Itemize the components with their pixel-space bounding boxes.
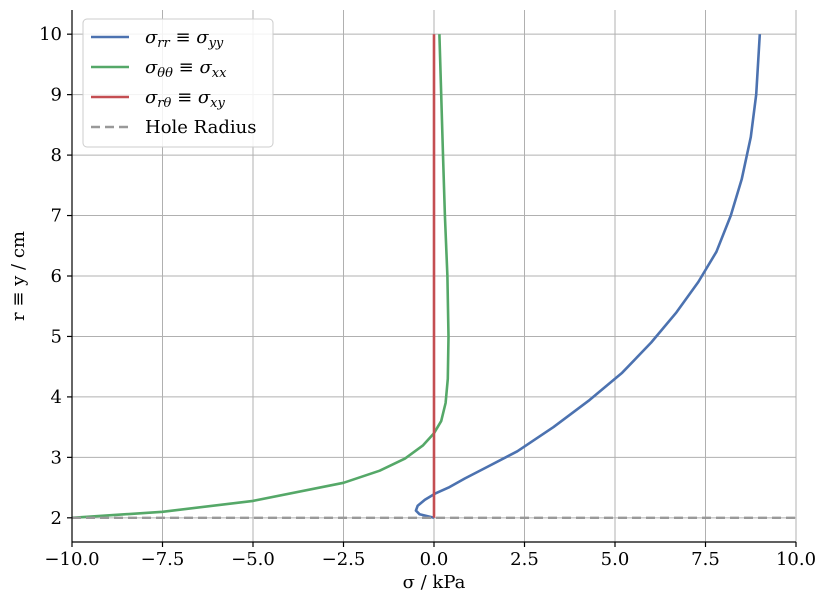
legend-label-part: ≡	[171, 87, 198, 108]
legend-label-2: σrθ ≡ σxy	[145, 87, 226, 111]
y-tick-label: 8	[51, 145, 62, 166]
series-line-0	[414, 34, 762, 520]
x-tick-label: −7.5	[141, 549, 185, 570]
axes: −10.0 −7.5 −5.0 −2.5 0.0 2.5 5.0 7.5 10.0 2 3 4 5 6 7 8…	[39, 10, 816, 570]
legend-label-part: σ	[145, 87, 158, 108]
x-tick-label: −5.0	[231, 549, 275, 570]
y-axis-label: r ≡ y / cm	[8, 231, 29, 321]
x-tick-label: 2.5	[510, 549, 539, 570]
y-tick-label: 4	[51, 387, 62, 408]
legend-label-part: xx	[212, 66, 227, 81]
x-tick-label: 5.0	[601, 549, 630, 570]
y-tick-label: 6	[51, 266, 62, 287]
legend-label-part: xy	[210, 96, 225, 111]
y-tick-label: 9	[51, 85, 62, 106]
x-tick-label: 0.0	[420, 549, 449, 570]
legend-label-part: σ	[196, 27, 209, 48]
legend-label-part: ≡	[170, 27, 197, 48]
legend-label-part: σ	[198, 87, 211, 108]
legend-label-part: σ	[145, 57, 158, 78]
legend-label-part: ≡	[173, 57, 200, 78]
x-tick-label: 10.0	[776, 549, 816, 570]
y-tick-label: 5	[51, 326, 62, 347]
legend-label-part: rr	[157, 36, 170, 51]
legend-label-part: σ	[145, 27, 158, 48]
x-tick-label: −10.0	[44, 549, 99, 570]
y-tick-label: 2	[51, 508, 62, 529]
legend-label-part: yy	[208, 36, 224, 51]
legend-label-part: θθ	[157, 66, 173, 81]
y-tick-label: 10	[39, 24, 62, 45]
y-tick-label: 7	[51, 206, 62, 227]
x-axis-label: σ / kPa	[403, 572, 466, 593]
legend-label-0: σrr ≡ σyy	[145, 27, 224, 51]
legend-label-part: rθ	[157, 96, 171, 111]
x-tick-label: −2.5	[322, 549, 366, 570]
legend-box	[82, 18, 274, 148]
series-line-1	[71, 34, 450, 520]
legend-label-1: σθθ ≡ σxx	[145, 57, 227, 81]
legend-label-3: Hole Radius	[145, 117, 256, 138]
legend-label-part: σ	[199, 57, 212, 78]
series-layer	[71, 34, 796, 520]
y-tick-label: 3	[51, 447, 62, 468]
x-tick-label: 7.5	[691, 549, 720, 570]
